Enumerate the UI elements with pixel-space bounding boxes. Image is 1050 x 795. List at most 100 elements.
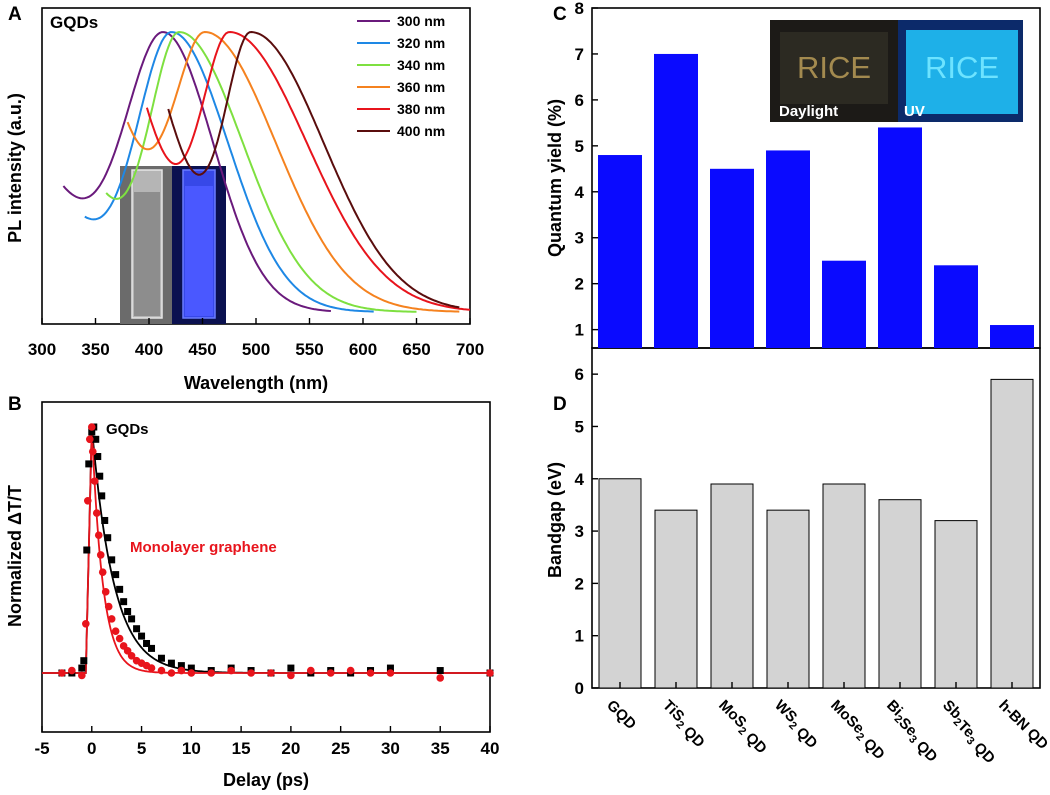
category-label-gqd: GQD <box>603 697 639 733</box>
category-label-tis2-qd: TiS2 QD <box>656 697 710 751</box>
data-point-gqds <box>167 659 175 667</box>
data-point-monolayer-graphene <box>111 627 120 635</box>
uv-caption: UV <box>904 103 925 120</box>
data-point-monolayer-graphene <box>83 497 92 505</box>
data-point-gqds <box>96 472 104 480</box>
panel-c-ytick-label: 8 <box>575 0 584 18</box>
panel-letter-c: C <box>553 4 567 25</box>
daylight-rice-text: RICE <box>797 50 871 85</box>
bar-bandgap-mos2-qd <box>710 483 754 689</box>
panel-a-title: GQDs <box>50 13 98 32</box>
panel-b-xtick-label: 15 <box>232 739 251 758</box>
panel-c-ytick-label: 1 <box>575 321 584 340</box>
legend-label-360-nm: 360 nm <box>397 79 445 95</box>
data-point-monolayer-graphene <box>58 669 66 677</box>
data-point-monolayer-graphene <box>326 669 335 677</box>
panel-letter-b: B <box>8 394 22 415</box>
bar-quantum-yield-mos2-qd <box>710 168 754 348</box>
data-point-monolayer-graphene <box>96 551 105 559</box>
panel-b-xtick-label: 35 <box>431 739 450 758</box>
panel-d-ylabel: Bandgap (eV) <box>545 462 565 578</box>
panel-letter-a: A <box>8 4 22 25</box>
panel-b-xtick-label: 10 <box>182 739 201 758</box>
panel-c-ylabel: Quantum yield (%) <box>545 99 565 257</box>
panel-b-xtick-label: 5 <box>137 739 146 758</box>
data-point-monolayer-graphene <box>247 669 255 677</box>
bar-quantum-yield-h-bn-qd <box>990 325 1034 348</box>
panel-a-xtick-label: 700 <box>456 340 484 359</box>
data-point-monolayer-graphene <box>92 509 101 517</box>
pl-curve-340-nm <box>105 30 417 313</box>
data-point-gqds <box>101 516 109 524</box>
bar-quantum-yield-bi2se3-qd <box>878 127 922 348</box>
data-point-gqds <box>92 435 100 443</box>
panel-a-ylabel: PL intensity (a.u.) <box>5 93 25 243</box>
data-point-monolayer-graphene <box>436 674 445 682</box>
panel-a-plot-frame <box>41 7 471 325</box>
data-point-monolayer-graphene <box>87 423 96 431</box>
panel-letter-d: D <box>553 394 567 415</box>
panel-b-ylabel: Normalized ΔT/T <box>5 485 25 627</box>
data-point-gqds <box>143 639 151 647</box>
data-point-monolayer-graphene <box>386 669 395 677</box>
legend-label-400-nm: 400 nm <box>397 123 445 139</box>
pl-curve-380-nm <box>145 30 471 311</box>
bar-bandgap-gqd <box>598 478 642 689</box>
pl-curve-300-nm <box>62 31 331 312</box>
daylight-caption: Daylight <box>779 103 838 120</box>
data-point-monolayer-graphene <box>147 664 156 672</box>
data-point-monolayer-graphene <box>177 666 186 675</box>
data-point-gqds <box>287 664 295 672</box>
panel-a-xtick-label: 600 <box>349 340 377 359</box>
panel-b-plot-frame <box>41 401 491 733</box>
data-point-gqds <box>104 534 112 542</box>
bar-quantum-yield-gqd <box>598 155 642 348</box>
data-point-monolayer-graphene <box>287 671 295 680</box>
data-point-gqds <box>133 625 141 633</box>
panel-b-xtick-label: 0 <box>87 739 96 758</box>
panel-a-pl-spectra: GQDs 300 nm 320 nm 340 nm 360 nm 380 nm 400 n… <box>5 7 484 393</box>
data-point-gqds <box>187 664 195 672</box>
panel-a-xtick-label: 450 <box>188 340 216 359</box>
panel-b-xtick-label: 30 <box>381 739 400 758</box>
data-point-monolayer-graphene <box>307 666 315 675</box>
bar-bandgap-bi2se3-qd <box>878 499 922 689</box>
data-point-monolayer-graphene <box>90 477 99 485</box>
panel-c-ytick-label: 7 <box>575 45 584 64</box>
category-label-h-bn-qd: h-BN QD <box>995 697 1050 753</box>
data-point-gqds <box>98 492 106 500</box>
panel-c-ytick-label: 2 <box>575 275 584 294</box>
data-point-monolayer-graphene <box>85 435 94 444</box>
panel-d-ytick-label: 0 <box>575 679 584 698</box>
data-point-monolayer-graphene <box>88 447 97 456</box>
panel-b-xtick-label: 40 <box>481 739 500 758</box>
data-point-gqds <box>94 453 102 461</box>
bar-quantum-yield-ws2-qd <box>766 150 810 348</box>
panel-b-xtick-label: 25 <box>331 739 350 758</box>
data-point-gqds <box>112 571 120 579</box>
bar-quantum-yield-tis2-qd <box>654 53 698 348</box>
data-point-gqds <box>83 546 91 554</box>
panel-a-xlabel: Wavelength (nm) <box>184 373 328 393</box>
panel-c-ytick-label: 6 <box>575 91 584 110</box>
pl-curve-320-nm <box>84 31 374 313</box>
fit-curve-monolayer-graphene <box>42 426 489 674</box>
panel-a-xtick-label: 500 <box>242 340 270 359</box>
panel-d-ytick-label: 6 <box>575 365 584 384</box>
legend-label-320-nm: 320 nm <box>397 35 445 51</box>
legend-label-300-nm: 300 nm <box>397 13 445 29</box>
data-point-gqds <box>177 662 185 670</box>
data-point-monolayer-graphene <box>207 669 216 677</box>
panel-b-xlabel: Delay (ps) <box>223 770 309 790</box>
panel-a-xtick-label: 400 <box>135 340 163 359</box>
data-point-monolayer-graphene <box>101 588 110 596</box>
data-point-monolayer-graphene <box>94 531 103 540</box>
data-point-monolayer-graphene <box>104 602 113 611</box>
data-point-gqds <box>436 667 444 675</box>
data-point-gqds <box>85 460 93 468</box>
bar-bandgap-ws2-qd <box>766 509 810 689</box>
data-point-monolayer-graphene <box>82 620 90 628</box>
data-point-gqds <box>88 428 96 436</box>
data-point-gqds <box>108 556 116 564</box>
